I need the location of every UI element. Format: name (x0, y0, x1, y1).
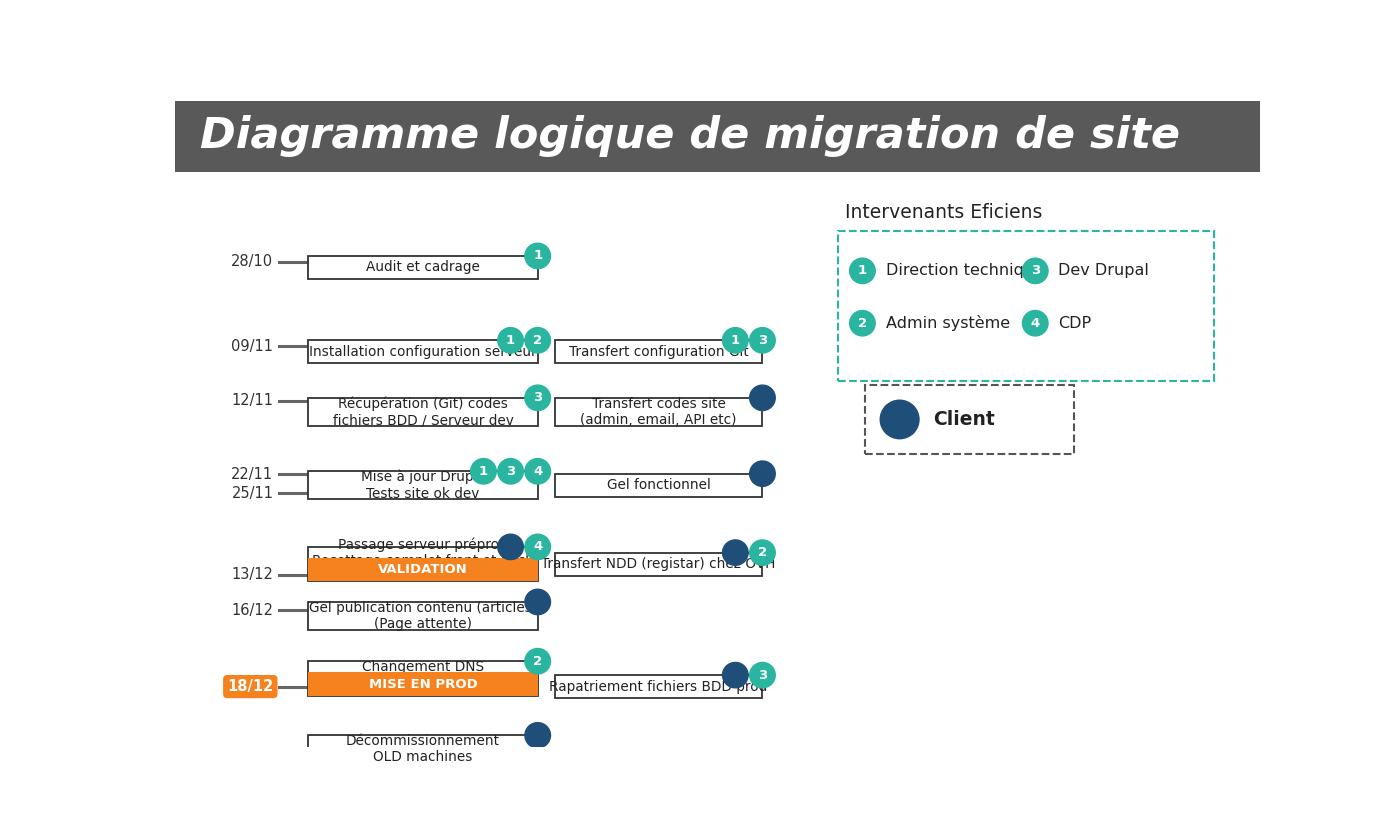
Text: Rapatriement fichiers BDD prod: Rapatriement fichiers BDD prod (549, 680, 767, 694)
Text: MISE EN PROD: MISE EN PROD (368, 678, 477, 690)
Text: Gel publication contenu (articles)
(Page attente): Gel publication contenu (articles) (Page… (309, 601, 538, 631)
Circle shape (525, 459, 550, 484)
Circle shape (525, 649, 550, 674)
Text: 3: 3 (757, 334, 767, 347)
Text: Transfert codes site
(admin, email, API etc): Transfert codes site (admin, email, API … (581, 397, 736, 427)
FancyBboxPatch shape (865, 385, 1074, 454)
Text: Transfert NDD (registar) chez OVH: Transfert NDD (registar) chez OVH (542, 557, 776, 571)
Text: 3: 3 (505, 465, 515, 477)
Text: 09/11: 09/11 (231, 339, 273, 354)
Text: 2: 2 (533, 334, 542, 347)
Text: Client: Client (932, 410, 994, 429)
Text: Diagramme logique de migration de site: Diagramme logique de migration de site (200, 115, 1180, 157)
FancyBboxPatch shape (554, 675, 763, 698)
Circle shape (498, 534, 524, 560)
Text: Passage serveur préprod
Recettage complet front et back: Passage serveur préprod Recettage comple… (312, 537, 533, 568)
Text: CDP: CDP (1058, 315, 1092, 331)
Text: 18/12: 18/12 (227, 679, 273, 694)
Circle shape (525, 589, 550, 615)
FancyBboxPatch shape (554, 553, 763, 576)
FancyBboxPatch shape (308, 256, 538, 279)
Text: Transfert configuration Git: Transfert configuration Git (568, 345, 749, 359)
Circle shape (525, 385, 550, 410)
FancyBboxPatch shape (308, 735, 538, 763)
Circle shape (498, 327, 524, 353)
Circle shape (1022, 310, 1049, 336)
Circle shape (722, 663, 748, 688)
Text: Admin système: Admin système (886, 315, 1009, 331)
Text: Gel fonctionnel: Gel fonctionnel (606, 478, 711, 492)
Text: Dev Drupal: Dev Drupal (1058, 263, 1149, 279)
Text: 4: 4 (533, 465, 542, 477)
Text: 25/11: 25/11 (231, 486, 273, 501)
Circle shape (850, 310, 875, 336)
Text: Changement DNS: Changement DNS (363, 659, 484, 674)
FancyBboxPatch shape (308, 661, 538, 696)
Text: Mise à jour Drupal
Tests site ok dev: Mise à jour Drupal Tests site ok dev (361, 470, 486, 501)
Text: 1: 1 (505, 334, 515, 347)
Circle shape (525, 243, 550, 268)
FancyBboxPatch shape (308, 472, 538, 499)
Circle shape (881, 400, 918, 439)
Text: 2: 2 (757, 546, 767, 559)
Text: 16/12: 16/12 (231, 603, 273, 618)
Text: VALIDATION: VALIDATION (378, 563, 468, 576)
Circle shape (749, 540, 776, 565)
Text: 1: 1 (479, 465, 489, 477)
Text: 28/10: 28/10 (231, 254, 273, 269)
Text: Installation configuration serveur: Installation configuration serveur (309, 345, 536, 359)
FancyBboxPatch shape (308, 398, 538, 425)
Circle shape (525, 722, 550, 748)
Circle shape (749, 663, 776, 688)
Text: 1: 1 (858, 264, 867, 278)
Text: Audit et cadrage: Audit et cadrage (365, 260, 480, 274)
Text: 3: 3 (757, 669, 767, 681)
Circle shape (749, 461, 776, 487)
Text: Intervenants Eficiens: Intervenants Eficiens (846, 202, 1043, 221)
Circle shape (1022, 258, 1049, 284)
FancyBboxPatch shape (308, 558, 538, 581)
Text: 2: 2 (858, 316, 867, 330)
Text: 4: 4 (1030, 316, 1040, 330)
Circle shape (722, 327, 748, 353)
Text: Récupération (Git) codes
fichiers BDD / Serveur dev: Récupération (Git) codes fichiers BDD / … (333, 396, 514, 427)
FancyBboxPatch shape (308, 673, 538, 696)
Text: 3: 3 (533, 391, 542, 404)
FancyBboxPatch shape (837, 231, 1214, 381)
Circle shape (749, 327, 776, 353)
Circle shape (470, 459, 496, 484)
Text: 12/11: 12/11 (231, 393, 273, 409)
Circle shape (498, 459, 524, 484)
Text: 13/12: 13/12 (231, 567, 273, 582)
Text: 22/11: 22/11 (231, 466, 273, 482)
FancyBboxPatch shape (554, 398, 763, 425)
Text: Direction technique: Direction technique (886, 263, 1043, 279)
FancyBboxPatch shape (308, 341, 538, 363)
Text: 3: 3 (1030, 264, 1040, 278)
FancyBboxPatch shape (554, 341, 763, 363)
Circle shape (850, 258, 875, 284)
Circle shape (749, 385, 776, 410)
Circle shape (525, 327, 550, 353)
FancyBboxPatch shape (308, 602, 538, 629)
Circle shape (722, 540, 748, 565)
FancyBboxPatch shape (308, 547, 538, 581)
Text: 1: 1 (533, 249, 542, 263)
Text: 2: 2 (533, 654, 542, 668)
Text: Décommissionnement
OLD machines: Décommissionnement OLD machines (346, 734, 500, 764)
Circle shape (525, 534, 550, 560)
FancyBboxPatch shape (175, 101, 1260, 171)
Text: 1: 1 (731, 334, 739, 347)
FancyBboxPatch shape (554, 474, 763, 497)
Text: 4: 4 (533, 540, 542, 554)
